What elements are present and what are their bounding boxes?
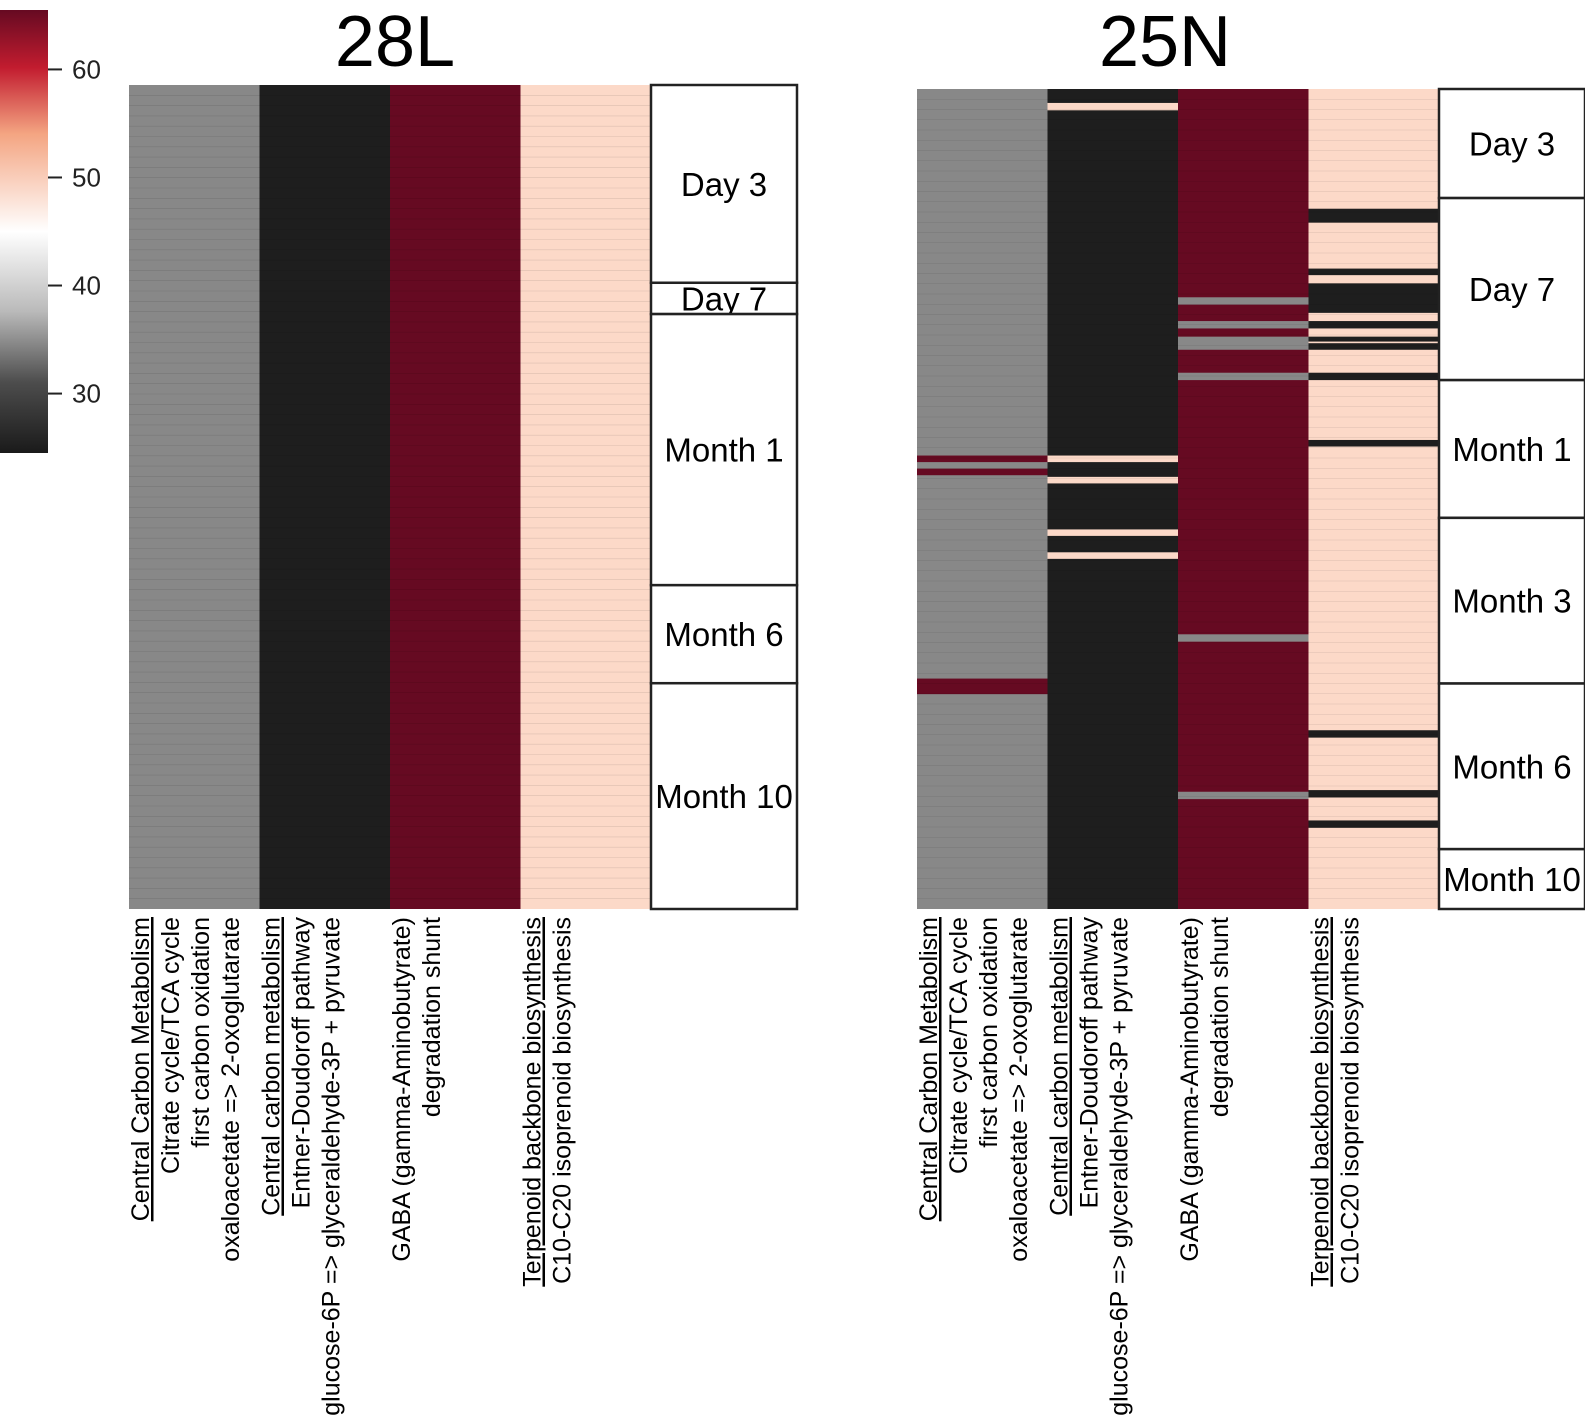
column-label: degradation shunt (418, 917, 446, 1117)
column-label: Citrate cycle/TCA cycle (945, 917, 973, 1174)
time-group-label: Day 7 (1469, 271, 1555, 308)
time-group-box (1437, 196, 1585, 382)
heatmap-band (1047, 552, 1179, 559)
time-group-label: Day 3 (1469, 126, 1555, 163)
heatmap-column (1178, 89, 1309, 909)
time-group-label: Month 10 (1443, 861, 1581, 898)
time-group-box (649, 681, 799, 911)
column-header-label: Terpenoid backbone biosynthesis (1307, 917, 1335, 1287)
column-label: glucose-6P => glyceraldehyde-3P + pyruva… (1106, 917, 1134, 1415)
panel-25N: 25N Day 3 Day 7 Month 1 Month 3 Month 6 Month … (915, 2, 1585, 1415)
heatmap-band (917, 468, 1048, 476)
heatmap-band (1308, 283, 1440, 313)
time-group-box (649, 83, 799, 285)
heatmap-band (1178, 297, 1309, 305)
heatmap-band (1308, 820, 1440, 828)
column-label: GABA (gamma-Aminobutyrate) (388, 917, 416, 1262)
time-group-label: Day 7 (681, 280, 767, 317)
column-label: Citrate cycle/TCA cycle (157, 917, 185, 1174)
heatmap-band (1178, 634, 1309, 642)
column-label: C10-C20 isoprenoid biosynthesis (549, 917, 577, 1284)
colorbar-tick-label: 60 (72, 54, 101, 84)
column-label: first carbon oxidation (975, 917, 1003, 1148)
time-group-label: Month 3 (1452, 583, 1571, 620)
panel-28L: 28L Day 3 Day 7 Month 1 Month 6 Month 10 Centr… (127, 2, 799, 1415)
heatmap-band (1178, 791, 1309, 800)
heatmap-column (1047, 89, 1179, 909)
heatmap-band (1308, 439, 1440, 447)
heatmap-band (1178, 321, 1309, 329)
time-group-label: Month 10 (655, 778, 793, 815)
time-group-box (649, 312, 799, 587)
time-group-box (649, 281, 799, 316)
heatmap-column (1308, 89, 1440, 909)
heatmap-row-lines (129, 95, 651, 900)
column-header-label: Central Carbon Metabolism (915, 917, 943, 1221)
heatmap-column (520, 85, 652, 909)
column-label: first carbon oxidation (187, 917, 215, 1148)
time-group-label: Month 6 (1452, 748, 1571, 785)
time-group-label: Month 1 (1452, 431, 1571, 468)
column-header-label: Central Carbon Metabolism (127, 917, 155, 1221)
time-group-box (1437, 682, 1585, 851)
column-header-label: Terpenoid backbone biosynthesis (519, 917, 547, 1287)
heatmap-band (1047, 455, 1179, 463)
panel-title: 25N (1099, 2, 1231, 82)
colorbar: 60 50 40 30 (0, 10, 101, 453)
column-label: oxaloacetate => 2-oxoglutarate (1005, 917, 1033, 1262)
heatmap-band (917, 678, 1048, 695)
heatmap-row-lines (917, 98, 1439, 900)
colorbar-gradient (0, 10, 48, 453)
column-header-label: Central carbon metabolism (258, 917, 286, 1216)
heatmap-column (259, 85, 391, 909)
heatmap-band (1308, 343, 1440, 350)
heatmap-band (1047, 529, 1179, 536)
column-label: Entner-Doudoroff pathway (288, 917, 316, 1209)
heatmap-column (129, 85, 260, 909)
time-group-box (1437, 847, 1585, 911)
heatmap-band (1308, 321, 1440, 329)
colorbar-tick-label: 50 (72, 162, 101, 192)
colorbar-tick-label: 30 (72, 379, 101, 409)
column-label: Entner-Doudoroff pathway (1076, 917, 1104, 1209)
time-group-label: Day 3 (681, 166, 767, 203)
column-label: glucose-6P => glyceraldehyde-3P + pyruva… (318, 917, 346, 1415)
column-label: GABA (gamma-Aminobutyrate) (1176, 917, 1204, 1262)
heatmap-band (1047, 102, 1179, 111)
colorbar-tick-label: 40 (72, 271, 101, 301)
column-label: C10-C20 isoprenoid biosynthesis (1337, 917, 1365, 1284)
heatmap-band (1308, 372, 1440, 381)
time-group-label: Month 6 (664, 616, 783, 653)
panel-title: 28L (335, 2, 455, 82)
heatmap-band (1178, 372, 1309, 381)
heatmap-band (1047, 476, 1179, 484)
time-group-box (1437, 516, 1585, 685)
time-group-box (1437, 378, 1585, 520)
column-header-label: Central carbon metabolism (1046, 917, 1074, 1216)
column-label: degradation shunt (1206, 917, 1234, 1117)
heatmap-band (1308, 208, 1440, 223)
heatmap-band (1308, 790, 1440, 798)
time-group-label: Month 1 (664, 432, 783, 469)
heatmap-band (1308, 268, 1440, 276)
heatmap-band (1178, 336, 1309, 350)
heatmap-band (1308, 336, 1440, 342)
heatmap-band (1308, 730, 1440, 738)
column-label: oxaloacetate => 2-oxoglutarate (217, 917, 245, 1262)
heatmap-column (917, 89, 1048, 909)
heatmap-column (390, 85, 521, 909)
heatmap-band (917, 455, 1048, 463)
time-group-box (649, 583, 799, 685)
